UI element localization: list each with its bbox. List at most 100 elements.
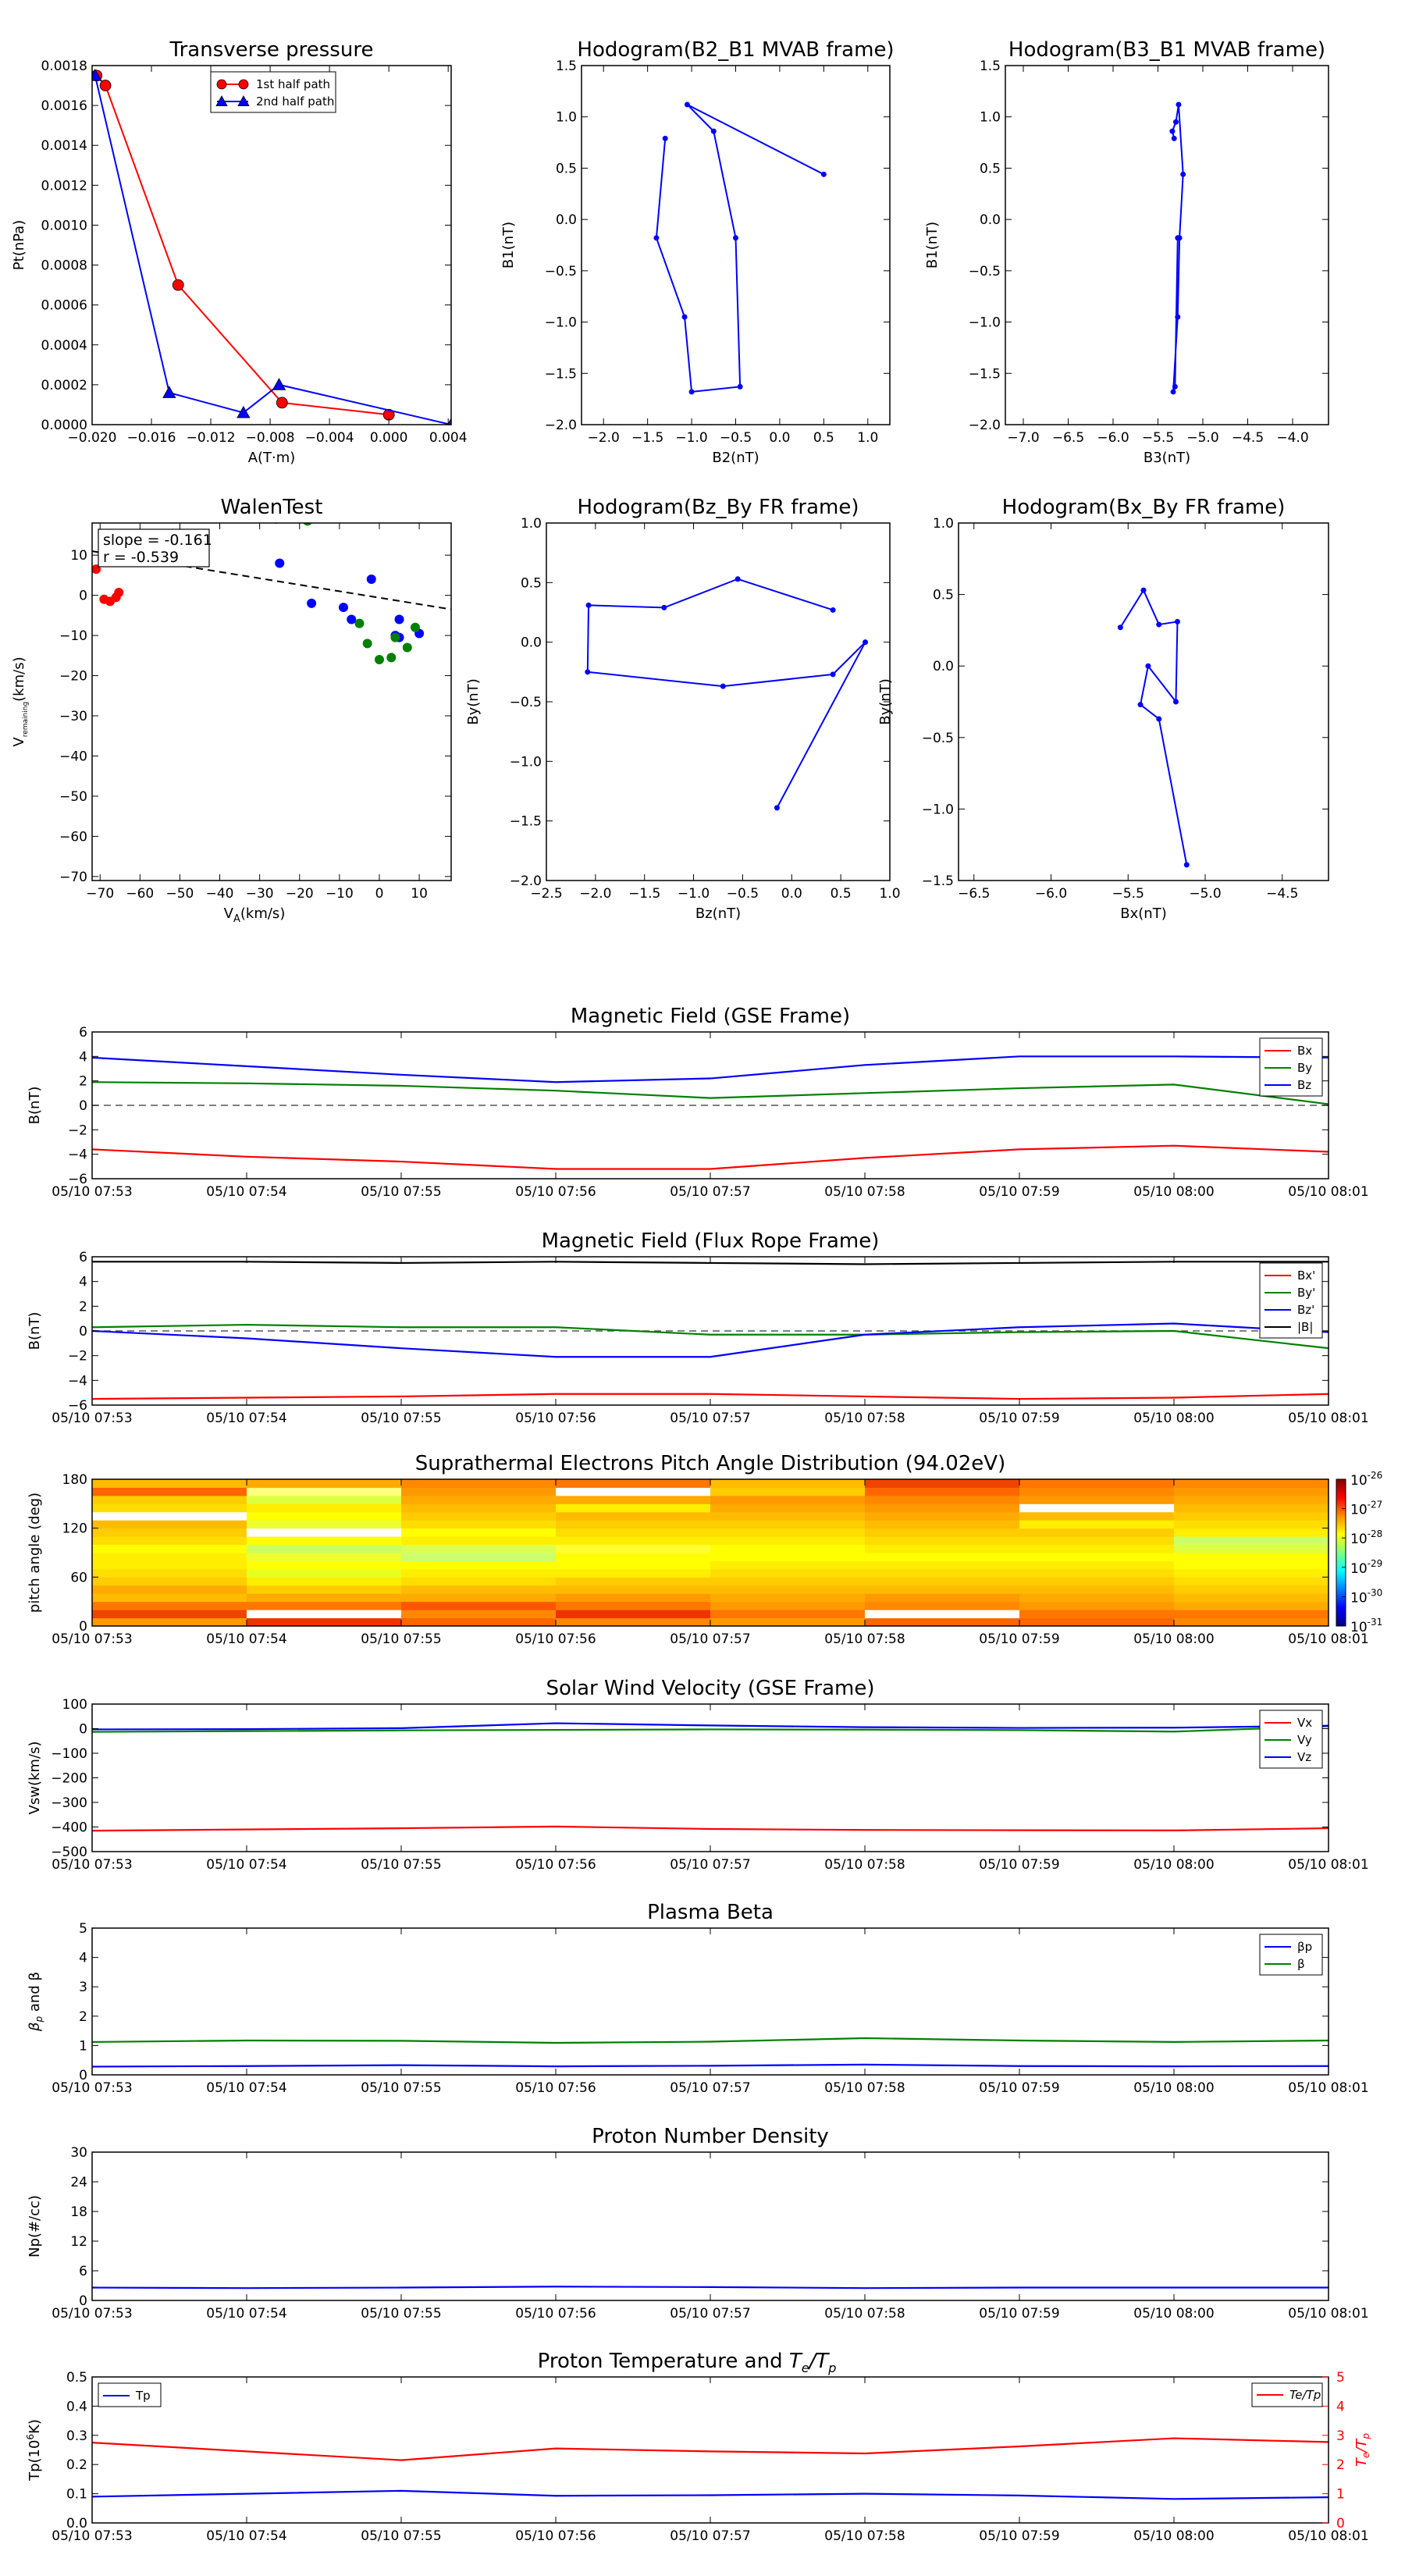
series-line-0 xyxy=(92,2489,1329,2500)
heatmap-cell xyxy=(556,1585,711,1594)
y-tick-label: −300 xyxy=(51,1795,87,1811)
legend-box xyxy=(210,71,336,113)
heatmap-cell xyxy=(556,1617,711,1626)
plot-area xyxy=(92,68,451,425)
heatmap-cell xyxy=(1174,1536,1329,1546)
colorbar-label: 10-26 xyxy=(1350,1470,1382,1489)
y-tick-label: 0 xyxy=(79,589,87,604)
x-tick-label: 05/10 07:54 xyxy=(206,2528,286,2544)
data-point xyxy=(394,614,404,624)
x-tick-label: 05/10 07:54 xyxy=(206,2080,286,2096)
heatmap-cell xyxy=(1174,1617,1329,1626)
heatmap-cell xyxy=(1019,1610,1175,1619)
y-tick-label: 6 xyxy=(79,1025,87,1041)
heatmap-cell xyxy=(865,1560,1020,1570)
data-point xyxy=(710,128,717,134)
time-series-panel-11: 05/10 07:53 05/10 07:54 05/10 07:55 05/10 0… xyxy=(27,2125,1369,2322)
x-tick-label: 05/10 07:53 xyxy=(52,2528,132,2544)
heatmap-cell xyxy=(865,1536,1020,1546)
x-tick-label: −0.012 xyxy=(187,430,236,446)
heatmap-cell xyxy=(247,1503,402,1513)
data-point xyxy=(1140,587,1147,593)
heatmap-cell xyxy=(556,1568,711,1578)
y-tick-label: −1.0 xyxy=(545,315,577,331)
heatmap-cell xyxy=(1019,1553,1175,1561)
y-tick-label: −0.5 xyxy=(510,695,542,710)
plot-area xyxy=(1117,587,1190,868)
x-tick-label: 05/10 07:56 xyxy=(515,1184,596,1200)
heatmap-cell xyxy=(92,1479,247,1488)
x-tick-label: −5.0 xyxy=(1186,430,1218,446)
data-point xyxy=(1145,663,1151,669)
heatmap-cell xyxy=(556,1536,711,1546)
heatmap-cell xyxy=(247,1487,402,1496)
heatmap-cell xyxy=(1174,1520,1329,1529)
y-tick-label: 60 xyxy=(70,1570,87,1585)
x-tick-label: −6.0 xyxy=(1097,430,1129,446)
heatmap-cell xyxy=(1174,1560,1329,1570)
x-axis-label: Bx(nT) xyxy=(1120,906,1166,922)
data-point xyxy=(1117,624,1123,631)
time-series-panel-12: 05/10 07:53 05/10 07:54 05/10 07:55 05/10 0… xyxy=(25,2350,1371,2544)
y-tick-label: −6 xyxy=(68,1398,87,1414)
y-tick-label: 1.5 xyxy=(556,59,577,74)
y-tick-label-right: 4 xyxy=(1336,2399,1345,2414)
y-tick-label: −0.5 xyxy=(545,264,577,279)
y-tick-label-right: 2 xyxy=(1336,2457,1345,2473)
y-tick-label: 3 xyxy=(79,1980,87,1995)
y-tick-label: 24 xyxy=(70,2175,87,2190)
x-axis-label: B2(nT) xyxy=(712,450,759,466)
heatmap-cell xyxy=(1174,1528,1329,1537)
heatmap-cell xyxy=(92,1585,247,1594)
heatmap-cell xyxy=(401,1544,557,1553)
heatmap-cell xyxy=(1019,1487,1175,1496)
x-tick-label: −50 xyxy=(165,886,194,902)
heatmap-cell xyxy=(710,1568,866,1578)
x-tick-label: −0.020 xyxy=(68,430,117,446)
x-tick-label: −5.5 xyxy=(1142,430,1174,446)
x-tick-label: 05/10 08:01 xyxy=(1288,1184,1368,1200)
heatmap-cell xyxy=(556,1593,711,1603)
heatmap-cell xyxy=(92,1520,247,1529)
y-tick-label: 0.0016 xyxy=(41,98,87,114)
series-line-2 xyxy=(92,1322,1329,1358)
annotation-slope: slope = -0.161 xyxy=(103,532,212,549)
x-tick-label: 05/10 07:59 xyxy=(979,1857,1059,1873)
data-point xyxy=(733,235,738,241)
y-axis-label: B1(nT) xyxy=(500,222,517,269)
heatmap-cell xyxy=(556,1511,711,1521)
plot-area xyxy=(92,2286,1329,2290)
colorbar-label: 10-29 xyxy=(1350,1558,1382,1577)
y-tick-label: 0.2 xyxy=(66,2457,87,2473)
data-point xyxy=(354,618,365,628)
data-point xyxy=(172,279,184,291)
x-tick-label: −30 xyxy=(246,886,274,902)
heatmap-cell xyxy=(865,1617,1020,1626)
data-point xyxy=(1172,699,1179,705)
x-tick-label: 05/10 07:53 xyxy=(52,1184,132,1200)
heatmap-cell xyxy=(710,1528,866,1537)
y-tick-label: −4 xyxy=(68,1373,87,1389)
x-tick-label: 05/10 07:57 xyxy=(670,1631,750,1647)
heatmap-cell xyxy=(1019,1560,1175,1570)
y-tick-label: −60 xyxy=(59,829,87,845)
x-tick-label: −6.0 xyxy=(1035,886,1067,902)
y-axis-label: B(nT) xyxy=(27,1087,43,1125)
x-tick-label: 0.0 xyxy=(769,430,790,446)
heatmap-cell xyxy=(710,1577,866,1586)
heatmap-cell xyxy=(92,1503,247,1513)
x-axis-label: B3(nT) xyxy=(1144,450,1190,466)
y-tick-label: 0 xyxy=(79,1722,87,1738)
x-tick-label: 05/10 07:56 xyxy=(515,1857,596,1873)
plot-area xyxy=(92,523,451,664)
data-point xyxy=(362,639,372,649)
time-series-panel-8: 05/10 07:53 05/10 07:54 05/10 07:55 05/10 0… xyxy=(27,1452,1382,1647)
x-tick-label: 05/10 07:55 xyxy=(361,1857,441,1873)
series-line-0 xyxy=(1171,104,1184,393)
x-tick-label: 05/10 08:00 xyxy=(1133,1631,1214,1647)
data-point xyxy=(1170,389,1176,395)
y-tick-label: 100 xyxy=(62,1697,87,1713)
y-tick-label: 0.4 xyxy=(66,2399,87,2414)
y-axis-label: Np(#/cc) xyxy=(27,2195,43,2258)
chart-title: Hodogram(Bx_By FR frame) xyxy=(1002,496,1286,519)
